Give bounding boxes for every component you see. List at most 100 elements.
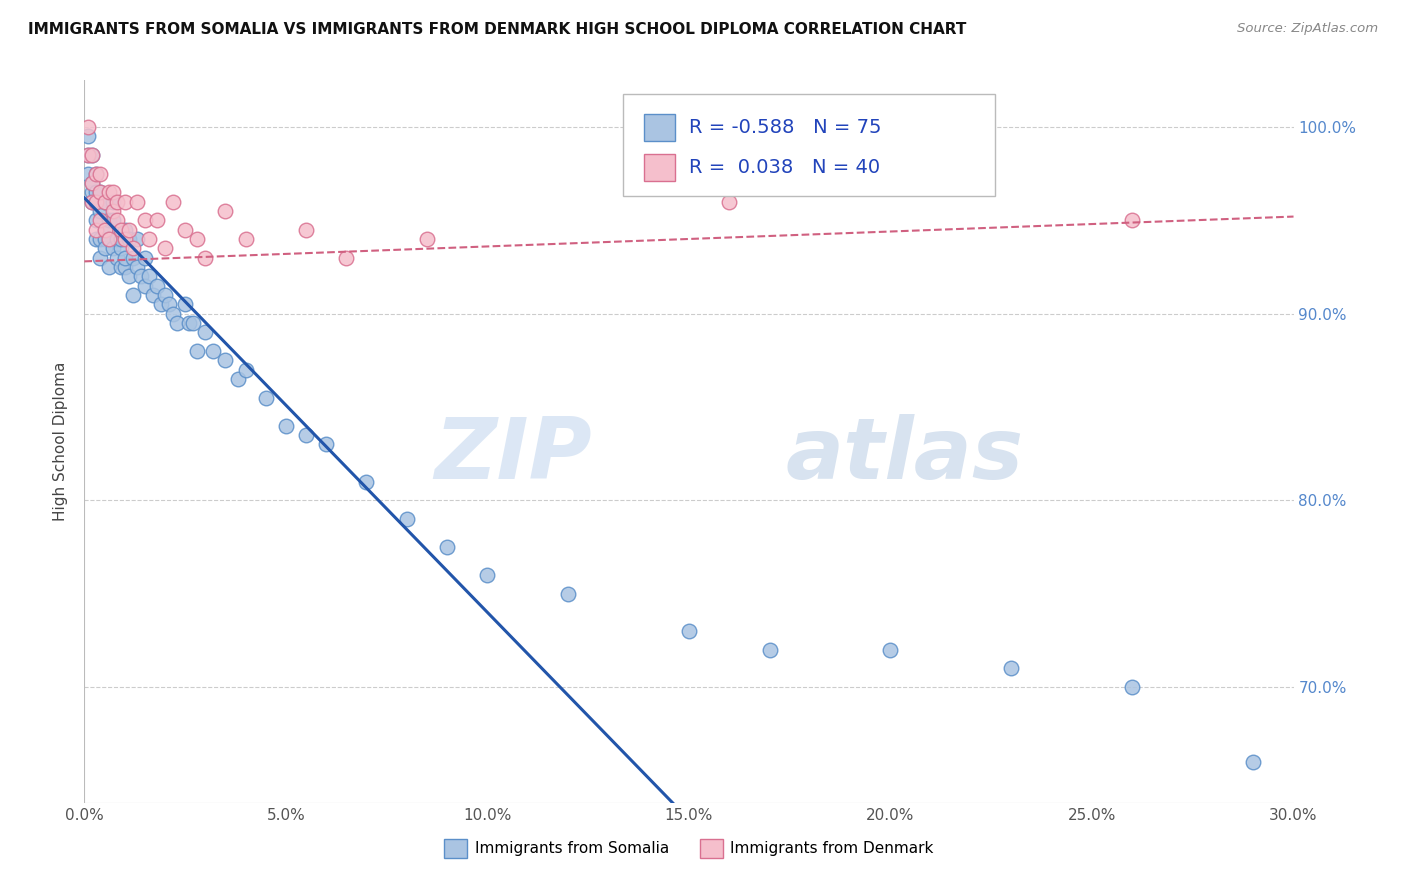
Point — [114, 222, 136, 236]
Point — [194, 326, 217, 340]
Text: Source: ZipAtlas.com: Source: ZipAtlas.com — [1237, 22, 1378, 36]
Point — [315, 437, 337, 451]
Point — [86, 222, 108, 236]
Point — [86, 186, 108, 200]
Point — [86, 194, 108, 209]
Point — [101, 241, 124, 255]
Point — [125, 194, 148, 209]
Point — [162, 194, 184, 209]
Point — [118, 232, 141, 246]
Point — [436, 540, 458, 554]
Point — [395, 512, 418, 526]
Point — [89, 232, 111, 246]
Point — [254, 391, 277, 405]
Point — [214, 204, 236, 219]
Point — [89, 186, 111, 200]
Point — [89, 204, 111, 219]
Point — [105, 232, 128, 246]
Point — [86, 167, 108, 181]
Text: IMMIGRANTS FROM SOMALIA VS IMMIGRANTS FROM DENMARK HIGH SCHOOL DIPLOMA CORRELATI: IMMIGRANTS FROM SOMALIA VS IMMIGRANTS FR… — [28, 22, 966, 37]
Point — [77, 129, 100, 144]
Text: ZIP: ZIP — [434, 415, 592, 498]
Point — [97, 232, 120, 246]
Point — [186, 232, 208, 246]
Point — [129, 269, 152, 284]
Point — [110, 222, 132, 236]
Point — [235, 362, 257, 376]
Point — [89, 167, 111, 181]
Point — [89, 251, 111, 265]
Point — [879, 642, 901, 657]
Point — [114, 194, 136, 209]
Point — [86, 213, 108, 227]
Point — [335, 251, 357, 265]
Point — [121, 251, 143, 265]
Point — [138, 232, 160, 246]
Point — [477, 568, 499, 582]
Point — [93, 241, 115, 255]
Point — [77, 148, 100, 162]
Point — [146, 213, 169, 227]
Point — [110, 232, 132, 246]
Point — [93, 232, 115, 246]
Point — [110, 260, 132, 274]
Point — [557, 587, 579, 601]
Point — [114, 232, 136, 246]
Point — [86, 194, 108, 209]
Point — [86, 232, 108, 246]
Point — [86, 167, 108, 181]
Legend: Immigrants from Somalia, Immigrants from Denmark: Immigrants from Somalia, Immigrants from… — [439, 833, 939, 863]
Point — [101, 213, 124, 227]
Point — [105, 213, 128, 227]
Point — [89, 213, 111, 227]
Point — [214, 353, 236, 368]
Point — [97, 213, 120, 227]
Point — [153, 241, 176, 255]
Point — [181, 316, 204, 330]
Point — [101, 194, 124, 209]
Point — [118, 222, 141, 236]
Point — [101, 186, 124, 200]
Point — [77, 120, 100, 134]
Point — [105, 251, 128, 265]
Point — [678, 624, 700, 638]
Point — [149, 297, 172, 311]
Point — [153, 288, 176, 302]
Point — [134, 213, 156, 227]
Point — [166, 316, 188, 330]
Point — [93, 194, 115, 209]
Point — [194, 251, 217, 265]
Point — [77, 167, 100, 181]
Point — [118, 269, 141, 284]
Point — [82, 148, 104, 162]
Point — [274, 418, 297, 433]
Point — [114, 260, 136, 274]
Point — [295, 222, 318, 236]
Point — [202, 343, 225, 358]
Point — [93, 194, 115, 209]
Point — [226, 372, 249, 386]
Point — [174, 222, 197, 236]
Point — [125, 232, 148, 246]
Point — [356, 475, 378, 489]
Point — [1241, 755, 1264, 769]
Point — [174, 297, 197, 311]
Point — [179, 316, 201, 330]
Text: atlas: atlas — [786, 415, 1024, 498]
Point — [97, 260, 120, 274]
Point — [89, 186, 111, 200]
Point — [82, 176, 104, 190]
Point — [162, 307, 184, 321]
Text: R =  0.038   N = 40: R = 0.038 N = 40 — [689, 158, 880, 178]
Point — [110, 241, 132, 255]
Point — [121, 288, 143, 302]
Point — [718, 194, 741, 209]
Point — [758, 642, 780, 657]
Point — [93, 222, 115, 236]
Point — [105, 194, 128, 209]
Point — [235, 232, 257, 246]
Text: R = -0.588   N = 75: R = -0.588 N = 75 — [689, 118, 882, 137]
Point — [146, 278, 169, 293]
Point — [142, 288, 165, 302]
Point — [138, 269, 160, 284]
